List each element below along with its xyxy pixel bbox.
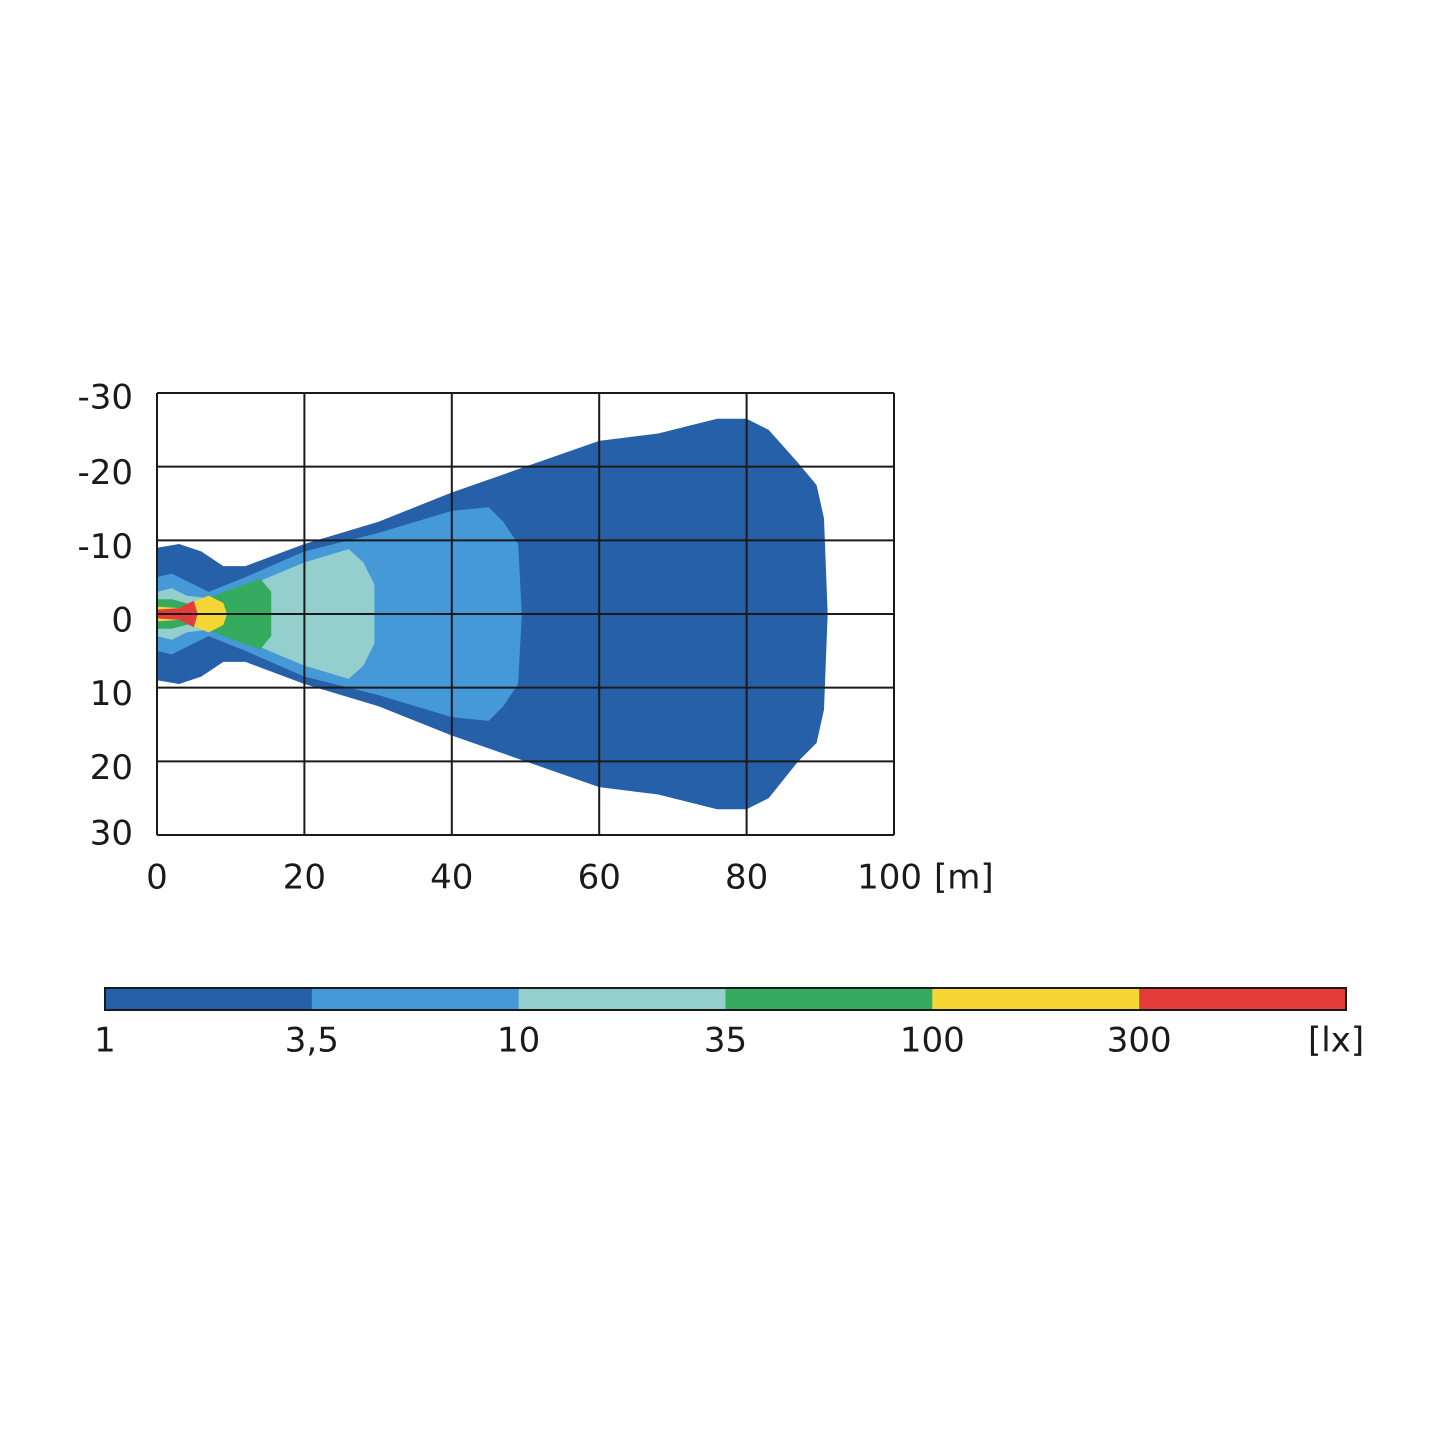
colorbar-label: 300 xyxy=(1107,1021,1172,1061)
x-tick-label: 100 xyxy=(857,858,922,898)
x-tick-label: 80 xyxy=(725,858,768,898)
colorbar-label: 10 xyxy=(497,1021,540,1061)
colorbar-segment xyxy=(105,988,313,1010)
y-tick-label: 10 xyxy=(90,674,133,714)
colorbar-segment xyxy=(725,988,933,1010)
y-tick-label: 20 xyxy=(90,748,133,788)
colorbar-segment xyxy=(518,988,726,1010)
y-tick-label: 0 xyxy=(111,601,133,641)
colorbar-label: 1 xyxy=(94,1021,116,1061)
x-tick-label: 40 xyxy=(430,858,473,898)
colorbar-segment xyxy=(1139,988,1347,1010)
y-tick-label: -10 xyxy=(77,527,133,567)
colorbar-segment xyxy=(311,988,520,1010)
colorbar-segment xyxy=(932,988,1140,1010)
y-tick-label: 30 xyxy=(90,814,133,854)
x-unit-label: [m] xyxy=(934,858,994,898)
y-tick-label: -20 xyxy=(77,453,133,493)
x-tick-label: 20 xyxy=(283,858,326,898)
colorbar-label: 35 xyxy=(704,1021,747,1061)
y-tick-label: -30 xyxy=(77,378,133,418)
colorbar-label: 100 xyxy=(900,1021,965,1061)
x-tick-label: 60 xyxy=(578,858,621,898)
colorbar-label: 3,5 xyxy=(285,1021,339,1061)
colorbar-unit: [lx] xyxy=(1308,1021,1364,1061)
colorbar-frame xyxy=(104,987,1347,1011)
x-tick-label: 0 xyxy=(146,858,168,898)
